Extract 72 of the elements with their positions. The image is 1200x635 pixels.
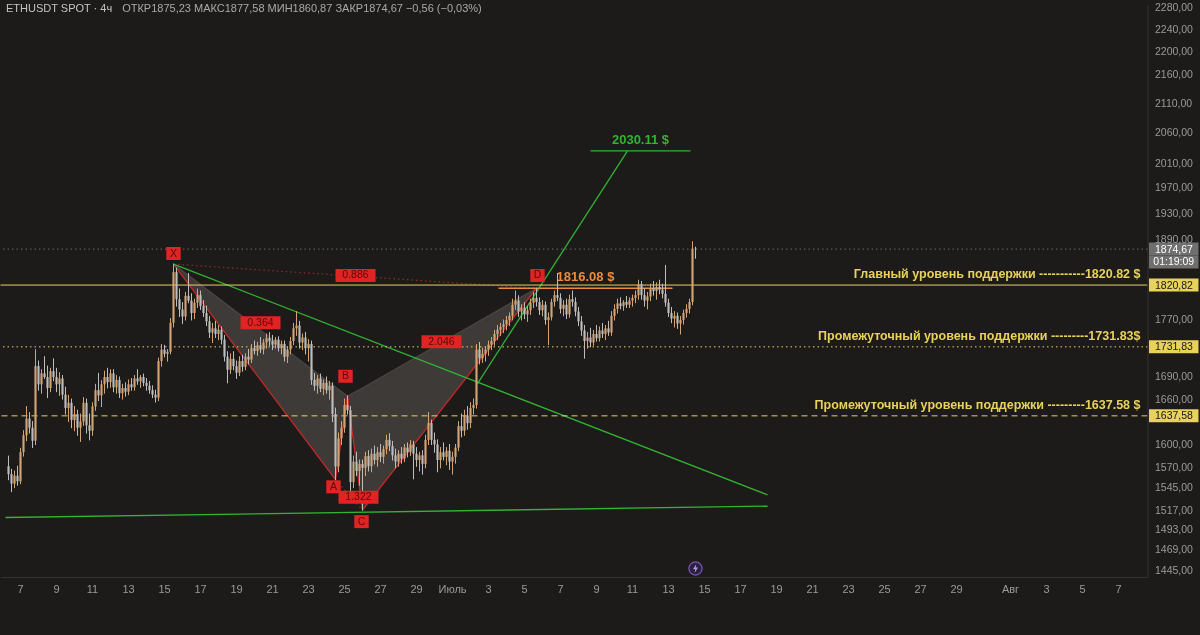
y-tick-label: 1690,00 [1155, 370, 1194, 383]
y-tick-label: 1570,00 [1155, 461, 1194, 474]
annotation: A [329, 479, 338, 492]
x-tick-label: 9 [593, 583, 600, 595]
x-tick-label: 9 [53, 583, 60, 595]
y-tick-label: 1930,00 [1155, 206, 1194, 219]
x-tick-label: 7 [1115, 583, 1122, 595]
y-tick-label: 1970,00 [1155, 181, 1194, 194]
y-tick-label: 1874,67 [1155, 242, 1194, 255]
x-tick-label: 29 [410, 583, 423, 595]
annotation: 0.364 [247, 315, 274, 328]
x-tick-label: 7 [557, 583, 564, 595]
x-tick-label: 13 [662, 583, 675, 595]
chart-title: ETHUSDT SPOT · 4ч [6, 2, 113, 14]
y-tick-label: 2060,00 [1155, 126, 1194, 139]
chart-subtitle: ОТКР1875,23 МАКС1877,58 МИН1860,87 ЗАКР1874,67 −0,56 (−0,03%) [122, 2, 482, 14]
y-tick-label: 2110,00 [1155, 96, 1193, 109]
y-tick-label: 1770,00 [1155, 313, 1194, 326]
x-tick-label: 21 [266, 583, 279, 595]
x-tick-label: 27 [914, 583, 927, 595]
y-tick-label: 1469,00 [1155, 543, 1194, 556]
y-tick-label: 1637,58 [1155, 409, 1194, 422]
annotation: D [533, 268, 542, 281]
y-tick-label: 1820,82 [1155, 278, 1194, 291]
x-tick-label: 5 [1079, 583, 1086, 595]
x-tick-label: 11 [626, 583, 639, 595]
y-tick-label: 1731,83 [1155, 340, 1194, 353]
x-tick-label: 17 [734, 583, 747, 595]
x-tick-label: Авг [1001, 583, 1020, 595]
x-tick-label: 23 [302, 583, 315, 595]
y-tick-label: 1445,00 [1155, 563, 1194, 576]
y-tick-label: 1600,00 [1155, 437, 1194, 450]
annotation: 2.046 [428, 334, 455, 347]
x-tick-label: 25 [878, 583, 891, 595]
ref-line-label: Главный уровень поддержки -----------1820.82 $ [853, 267, 1141, 282]
x-tick-label: 5 [521, 583, 528, 595]
annotation: 1.322 [345, 490, 372, 503]
ref-line-label: Промежуточный уровень поддержки ---------1637.58 $ [814, 397, 1141, 412]
ref-line-label: Промежуточный уровень поддержки ---------1731.83$ [818, 328, 1141, 343]
series-label: 2030.11 $ [611, 131, 670, 147]
y-tick-label: 1660,00 [1155, 392, 1194, 405]
y-tick-label: 2280,00 [1155, 1, 1194, 14]
y-tick-label: 1493,00 [1155, 523, 1194, 536]
x-tick-label: 11 [86, 583, 99, 595]
y-tick-label: 2200,00 [1155, 45, 1194, 58]
annotation: C [357, 514, 366, 527]
x-tick-label: 19 [770, 583, 783, 595]
x-tick-label: 13 [122, 583, 135, 595]
y-tick-label: 2160,00 [1155, 67, 1194, 80]
x-tick-label: 3 [1043, 583, 1050, 595]
x-tick-label: 15 [698, 583, 711, 595]
x-tick-label: 19 [230, 583, 243, 595]
x-tick-label: 23 [842, 583, 855, 595]
y-tick-label: 1545,00 [1155, 481, 1194, 494]
x-tick-label: 27 [374, 583, 387, 595]
x-tick-label: 29 [950, 583, 963, 595]
text: 01:19:09 [1153, 255, 1195, 268]
x-tick-label: 15 [158, 583, 171, 595]
x-tick-label: Июль [438, 583, 467, 595]
y-tick-label: 1517,00 [1155, 503, 1194, 516]
annotation: B [341, 369, 350, 382]
x-tick-label: 17 [194, 583, 207, 595]
annotation: 0.886 [342, 268, 369, 281]
x-tick-label: 7 [17, 583, 24, 595]
annotation: X [169, 246, 178, 259]
series-label: 1816.08 $ [556, 269, 616, 285]
y-tick-label: 2240,00 [1155, 23, 1194, 36]
x-tick-label: 21 [806, 583, 819, 595]
x-tick-label: 25 [338, 583, 351, 595]
x-tick-label: 3 [485, 583, 492, 595]
y-tick-label: 2010,00 [1155, 156, 1194, 169]
y-tick-label: 1890,00 [1155, 232, 1194, 245]
